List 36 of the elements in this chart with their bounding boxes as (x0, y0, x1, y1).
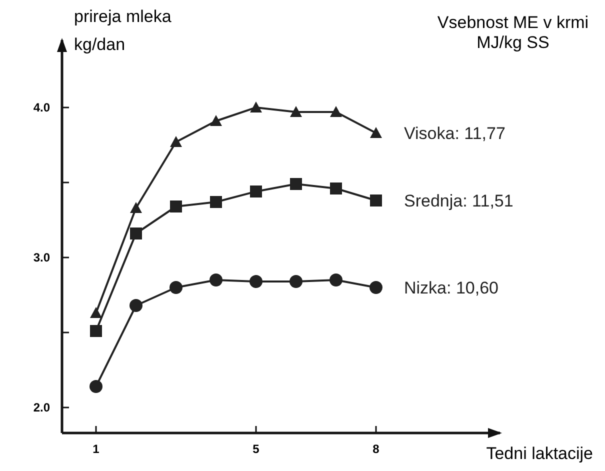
x-tick-label: 1 (92, 442, 100, 456)
point (290, 275, 302, 288)
point (210, 196, 222, 208)
y-tick-label: 4.0 (33, 100, 50, 115)
point (170, 281, 182, 294)
point (170, 136, 182, 147)
point (290, 106, 302, 117)
x-tick-label: 5 (252, 442, 260, 456)
point (210, 115, 222, 126)
point (170, 200, 182, 212)
point (370, 281, 382, 294)
y-axis-title: prireja mleka kg/dan (74, 7, 172, 54)
x-tick-label: 8 (372, 442, 380, 456)
point (130, 299, 142, 312)
point (90, 380, 102, 393)
point (370, 194, 382, 206)
x-axis-title: Tedni laktacije (486, 444, 593, 463)
point (210, 274, 222, 286)
point (330, 274, 342, 286)
point (90, 307, 102, 318)
point (370, 127, 382, 138)
y-tick-label: 2.0 (33, 400, 50, 415)
y-tick-label: 3.0 (33, 250, 50, 265)
point (330, 182, 342, 194)
point (290, 178, 302, 190)
series-label: Visoka: 11,77 (404, 124, 506, 143)
point (90, 325, 102, 337)
point (130, 202, 142, 213)
series-label: Nizka: 10,60 (404, 278, 498, 298)
point (250, 186, 262, 198)
point (130, 228, 142, 240)
point (250, 275, 262, 288)
series-label: Srednja: 11,51 (404, 191, 514, 210)
point (250, 102, 262, 112)
legend-title: Vsebnost ME v krmi MJ/kg SS (437, 13, 589, 52)
point (330, 106, 342, 117)
